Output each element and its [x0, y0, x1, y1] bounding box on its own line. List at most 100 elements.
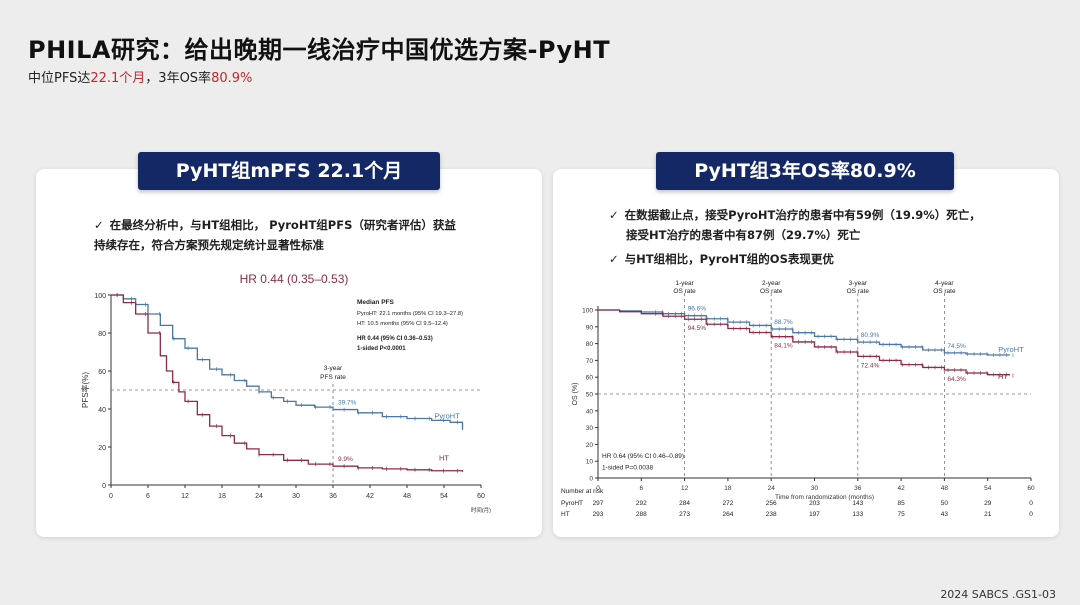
- risk-row-label: HT: [561, 511, 570, 518]
- milestone-label: 4-year: [935, 280, 954, 287]
- x-tick-label: 48: [941, 485, 949, 492]
- os-bullet2-text: 与HT组相比，PyroHT组的OS表现更优: [624, 252, 834, 266]
- os-ht-milestone-value: 64.3%: [947, 376, 966, 383]
- y-tick-label: 20: [98, 445, 106, 452]
- y-axis-label: OS (%): [572, 383, 579, 406]
- os-bullet-1: ✓ 在数据截止点，接受PyroHT治疗的患者中有59例（19.9%）死亡， 接受H…: [609, 205, 981, 245]
- pfs-bullet-line1: 在最终分析中，与HT组相比， PyroHT组PFS（研究者评估）获益: [109, 218, 456, 232]
- pfs-banner: PyHT组mPFS 22.1个月: [138, 152, 440, 190]
- os-banner: PyHT组3年OS率80.9%: [656, 152, 954, 190]
- milestone-label: 3-year: [849, 280, 868, 287]
- os-bullet1-line1: 在数据截止点，接受PyroHT治疗的患者中有59例（19.9%）死亡，: [624, 208, 981, 222]
- x-tick-label: 12: [181, 493, 189, 500]
- risk-row-value: 0: [1029, 500, 1033, 507]
- x-tick-label: 42: [366, 493, 374, 500]
- risk-row-value: 143: [852, 500, 863, 507]
- risk-row-value: 273: [679, 511, 690, 518]
- os-hr-detail: HR 0.64 (95% CI 0.46–0.89): [602, 453, 684, 460]
- subtitle-os-value: 80.9%: [211, 71, 253, 86]
- y-tick-label: 40: [98, 407, 106, 414]
- risk-row-value: 293: [593, 511, 604, 518]
- x-tick-label: 54: [440, 493, 448, 500]
- median-pfs-heading: Median PFS: [357, 299, 395, 306]
- os-pyroht-milestone-value: 74.5%: [947, 343, 966, 350]
- risk-row-value: 29: [984, 500, 992, 507]
- os-ht-milestone-value: 84.1%: [774, 343, 793, 350]
- y-tick-label: 20: [586, 442, 594, 449]
- pfs-pyroht-3yr-value: 39.7%: [338, 400, 357, 407]
- x-tick-label: 48: [403, 493, 411, 500]
- y-tick-label: 100: [94, 293, 106, 300]
- check-icon: ✓: [609, 208, 619, 222]
- x-tick-label: 60: [477, 493, 485, 500]
- x-tick-label: 18: [724, 485, 732, 492]
- x-tick-label: 0: [596, 485, 600, 492]
- os-bullet-2: ✓ 与HT组相比，PyroHT组的OS表现更优: [609, 249, 834, 269]
- x-tick-label: 24: [255, 493, 263, 500]
- os-p-value: 1-sided P=0.0038: [602, 465, 654, 472]
- y-tick-label: 0: [589, 476, 593, 483]
- pfs-pyroht-series-label: PyroHT: [434, 412, 460, 421]
- y-tick-label: 80: [586, 341, 594, 348]
- risk-row-value: 85: [897, 500, 905, 507]
- x-axis-label: Time from randomization (months): [775, 494, 874, 501]
- x-tick-label: 60: [1027, 485, 1035, 492]
- y-tick-label: 0: [102, 483, 106, 490]
- x-tick-label: 36: [854, 485, 862, 492]
- os-ht-curve: [598, 309, 1010, 376]
- y-tick-label: 60: [586, 375, 594, 382]
- pfs-bullet: ✓ 在最终分析中，与HT组相比， PyroHT组PFS（研究者评估）获益 持续存在…: [94, 215, 456, 255]
- y-tick-label: 70: [586, 358, 594, 365]
- y-tick-label: 30: [586, 425, 594, 432]
- check-icon: ✓: [94, 218, 104, 232]
- milestone-label: 1-year: [675, 280, 694, 287]
- risk-row-value: 256: [766, 500, 777, 507]
- risk-row-value: 50: [941, 500, 949, 507]
- x-tick-label: 0: [109, 493, 113, 500]
- os-pyroht-milestone-value: 80.9%: [861, 332, 880, 339]
- median-pfs-pyroht: PyroHT: 22.1 months (95% CI 19.3–27.8): [357, 311, 463, 317]
- milestone-label: OS rate: [933, 288, 956, 295]
- subtitle-prefix: 中位PFS达: [28, 71, 91, 86]
- pfs-km-chart: 0 20 40 60 80 100 0 6 12 18 24 30 36 42 48 54 60 时间(月) PFS…: [80, 273, 491, 514]
- risk-row-value: 133: [852, 511, 863, 518]
- risk-row-value: 272: [722, 500, 733, 507]
- y-tick-label: 60: [98, 369, 106, 376]
- os-pyroht-curve: [598, 309, 1010, 356]
- risk-row-value: 43: [941, 511, 949, 518]
- risk-row-value: 284: [679, 500, 690, 507]
- milestone-label: OS rate: [760, 288, 783, 295]
- risk-row-value: 288: [636, 511, 647, 518]
- risk-row-value: 75: [897, 511, 905, 518]
- three-year-label: PFS rate: [320, 374, 346, 381]
- pfs-p-value: 1-sided P<0.0001: [357, 346, 406, 352]
- pfs-ht-curve: [111, 294, 464, 472]
- subtitle-mid: ，3年OS率: [145, 71, 212, 86]
- three-year-label: 3-year: [324, 365, 343, 372]
- x-axis-label: 时间(月): [471, 506, 491, 514]
- pfs-panel: ✓ 在最终分析中，与HT组相比， PyroHT组PFS（研究者评估）获益 持续存在…: [36, 169, 542, 537]
- risk-row-value: 197: [809, 511, 820, 518]
- os-pyroht-series-label: PyroHT: [998, 345, 1024, 354]
- x-tick-label: 6: [146, 493, 150, 500]
- milestone-label: OS rate: [673, 288, 696, 295]
- risk-row-value: 203: [809, 500, 820, 507]
- slide-subtitle: 中位PFS达22.1个月，3年OS率80.9%: [28, 67, 252, 86]
- risk-row-value: 292: [636, 500, 647, 507]
- y-tick-label: 80: [98, 331, 106, 338]
- pfs-ht-series-label: HT: [439, 453, 449, 462]
- os-pyroht-milestone-value: 88.7%: [774, 319, 793, 326]
- slide-title: PHILA研究：给出晚期一线治疗中国优选方案-PyHT: [28, 36, 611, 64]
- median-pfs-ht: HT: 10.5 months (95% CI 9.5–12.4): [357, 321, 448, 327]
- y-axis-label: PFS率(%): [80, 372, 90, 408]
- subtitle-pfs-value: 22.1个月: [90, 71, 146, 86]
- risk-row-value: 297: [593, 500, 604, 507]
- milestone-label: 2-year: [762, 280, 781, 287]
- risk-row-value: 21: [984, 511, 992, 518]
- y-tick-label: 90: [586, 324, 594, 331]
- citation-footer: 2024 SABCS .GS1-03: [940, 588, 1056, 601]
- os-bullet1-line2: 接受HT治疗的患者中有87例（29.7%）死亡: [626, 228, 861, 242]
- pfs-hr-detail: HR 0.44 (95% CI 0.36–0.53): [357, 336, 433, 342]
- y-tick-label: 10: [586, 459, 594, 466]
